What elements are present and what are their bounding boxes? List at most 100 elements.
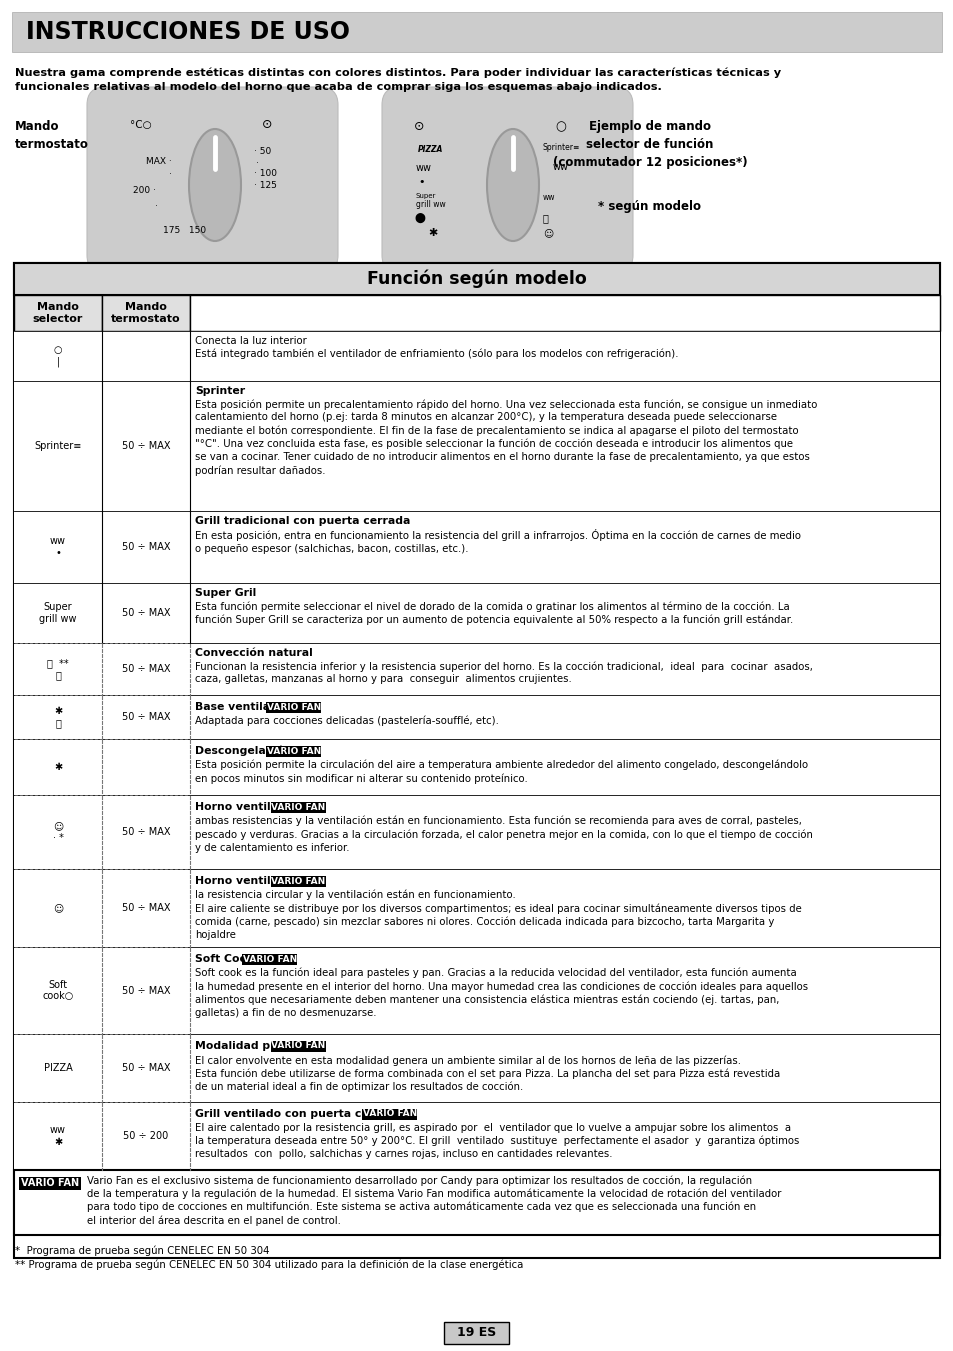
Text: PIZZA: PIZZA [44,1063,72,1073]
Text: ** Programa de prueba según CENELEC EN 50 304 utilizado para la definición de la: ** Programa de prueba según CENELEC EN 5… [15,1259,523,1270]
Text: 175   150: 175 150 [163,226,206,235]
Text: VARIO FAN: VARIO FAN [266,747,320,755]
Bar [14,263,939,1258]
Text: 50 ÷ MAX: 50 ÷ MAX [122,827,170,838]
Text: · 125: · 125 [253,181,276,190]
Ellipse shape [189,128,241,240]
Text: 50 ÷ 200: 50 ÷ 200 [123,1131,169,1142]
Text: Super: Super [416,193,436,199]
Text: 50 ÷ MAX: 50 ÷ MAX [122,902,170,913]
Text: ww: ww [416,163,432,173]
Text: VARIO FAN: VARIO FAN [271,877,325,885]
Text: Adaptada para cocciones delicadas (pastelería-soufflé, etc).: Adaptada para cocciones delicadas (paste… [194,716,498,727]
Bar [14,869,939,947]
Text: ·: · [155,203,158,211]
Text: * según modelo: * según modelo [598,200,700,213]
Ellipse shape [486,128,538,240]
Text: ·: · [255,159,258,168]
Text: ww: ww [542,193,555,203]
Bar [190,295,939,331]
Text: Esta posición permite un precalentamiento rápido del horno. Una vez seleccionada: Esta posición permite un precalentamient… [194,399,817,476]
Text: Esta función permite seleccionar el nivel de dorado de la comida o gratinar los : Esta función permite seleccionar el nive… [194,601,792,626]
Text: Sprinter≡: Sprinter≡ [542,143,579,153]
Text: VARIO FAN: VARIO FAN [362,1109,416,1119]
Text: · 100: · 100 [253,169,276,178]
Text: 50 ÷ MAX: 50 ÷ MAX [122,712,170,721]
Text: Modalidad pizza: Modalidad pizza [194,1042,294,1051]
Bar [271,875,326,886]
Text: *  Programa de prueba según CENELEC EN 50 304: * Programa de prueba según CENELEC EN 50… [15,1246,269,1255]
Text: 50 ÷ MAX: 50 ÷ MAX [122,663,170,674]
Bar [266,746,321,757]
Text: ww
✱: ww ✱ [50,1125,66,1147]
Text: °C○: °C○ [130,120,152,130]
Text: ⌒  **
⌣: ⌒ ** ⌣ [47,658,69,680]
Text: VARIO FAN: VARIO FAN [242,955,296,963]
Text: ⊙: ⊙ [414,120,424,132]
Text: PIZZA: PIZZA [417,145,443,154]
Text: 50 ÷ MAX: 50 ÷ MAX [122,1063,170,1073]
Text: El aire calentado por la resistencia grill, es aspirado por  el  ventilador que : El aire calentado por la resistencia gri… [194,1123,799,1159]
Text: la resistencia circular y la ventilación están en funcionamiento.
El aire calien: la resistencia circular y la ventilación… [194,890,801,940]
Text: 50 ÷ MAX: 50 ÷ MAX [122,542,170,553]
Bar [14,794,939,869]
Text: Super Gril: Super Gril [194,588,256,598]
Bar [14,295,102,331]
Text: ·: · [169,170,172,178]
Text: Horno ventilado: Horno ventilado [194,802,293,812]
Bar [14,511,939,584]
Text: ⬤: ⬤ [414,213,424,223]
Text: Ejemplo de mando
selector de función
(commutador 12 posiciones*): Ejemplo de mando selector de función (co… [552,120,746,169]
Text: VARIO FAN: VARIO FAN [271,1042,325,1051]
Bar [14,947,939,1034]
Text: 50 ÷ MAX: 50 ÷ MAX [122,985,170,996]
Text: VARIO FAN: VARIO FAN [21,1178,79,1189]
Text: Mando
termostato: Mando termostato [15,120,89,151]
Bar [14,1170,939,1235]
Text: Nuestra gama comprende estéticas distintas con colores distintos. Para poder ind: Nuestra gama comprende estéticas distint… [15,68,781,92]
Text: Vario Fan es el exclusivo sistema de funcionamiento desarrollado por Candy para : Vario Fan es el exclusivo sistema de fun… [87,1175,781,1225]
Text: ○: ○ [555,120,565,132]
Bar [14,381,939,511]
Text: grill ww: grill ww [416,200,445,209]
Text: Base ventilada: Base ventilada [194,703,285,712]
Text: Grill tradicional con puerta cerrada: Grill tradicional con puerta cerrada [194,516,410,526]
Text: Super
grill ww: Super grill ww [39,603,76,624]
Text: 50 ÷ MAX: 50 ÷ MAX [122,608,170,617]
Bar [12,12,941,51]
Text: Soft
cook○: Soft cook○ [42,979,73,1001]
Text: 200 ·: 200 · [133,186,156,195]
Bar [242,954,297,965]
Text: Mando
termostato: Mando termostato [112,301,181,324]
Bar [14,694,939,739]
Bar [14,739,939,794]
Text: ⌒: ⌒ [542,213,548,223]
Text: Descongelación: Descongelación [194,746,291,757]
FancyBboxPatch shape [87,86,337,273]
Text: Horno ventilado: Horno ventilado [194,875,293,886]
Text: 19 ES: 19 ES [456,1327,497,1339]
Text: Función según modelo: Función según modelo [367,270,586,288]
FancyBboxPatch shape [381,86,633,273]
Bar [14,263,939,295]
Text: ☺
· *: ☺ · * [52,821,63,843]
Text: ☺: ☺ [52,902,63,913]
Text: ☺: ☺ [542,228,553,238]
Text: ambas resistencias y la ventilación están en funcionamiento. Esta función se rec: ambas resistencias y la ventilación está… [194,816,812,852]
Text: ⊙: ⊙ [262,118,273,131]
Bar [19,1177,81,1190]
Text: ○
|: ○ | [53,345,62,367]
Text: ✱
⌣: ✱ ⌣ [54,707,62,728]
Text: En esta posición, entra en funcionamiento la resistencia del grill a infrarrojos: En esta posición, entra en funcionamient… [194,530,801,554]
Text: Convección natural: Convección natural [194,648,313,658]
Text: INSTRUCCIONES DE USO: INSTRUCCIONES DE USO [26,20,350,45]
Bar [14,331,939,381]
Text: VARIO FAN: VARIO FAN [266,703,320,712]
Text: · 50: · 50 [253,147,271,155]
Text: Sprinter≡: Sprinter≡ [34,440,82,451]
Text: •: • [417,177,424,186]
Text: ww: ww [553,162,568,172]
Text: ww
•: ww • [50,536,66,558]
Text: Soft Cook: Soft Cook [194,954,253,965]
Text: Soft cook es la función ideal para pasteles y pan. Gracias a la reducida velocid: Soft cook es la función ideal para paste… [194,969,807,1019]
